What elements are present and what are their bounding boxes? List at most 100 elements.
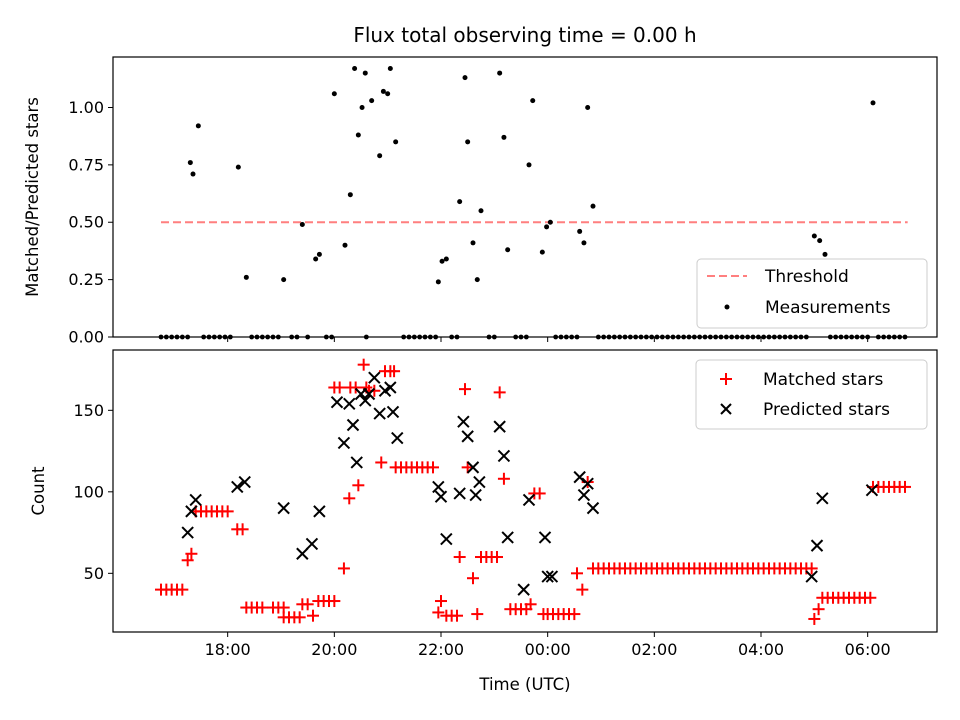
top-chart-title: Flux total observing time = 0.00 h: [353, 23, 696, 47]
matched-star-point: [451, 609, 463, 622]
predicted-star-point: [493, 420, 506, 433]
measurement-point: [501, 134, 507, 140]
measurement-point: [299, 222, 305, 228]
predicted-star-point: [189, 493, 202, 507]
matched-star-point: [181, 554, 194, 567]
matched-star-point: [357, 358, 370, 371]
legend-measurements-marker: [724, 304, 730, 310]
measurement-point: [439, 258, 445, 264]
predicted-star-point: [497, 449, 511, 463]
predicted-star-point: [330, 395, 344, 409]
predicted-star-point: [457, 415, 470, 428]
legend-matched-label: Matched stars: [763, 370, 883, 390]
measurement-point: [342, 242, 348, 248]
predicted-star-point: [343, 397, 356, 410]
predicted-star-point: [313, 505, 326, 518]
measurements-layer: [187, 65, 876, 285]
measurement-point: [526, 162, 532, 168]
predicted-star-point: [466, 461, 480, 474]
matched-star-point: [568, 608, 581, 621]
matched-star-point: [864, 591, 877, 604]
x-tick-label: 02:00: [631, 640, 677, 659]
measurement-point: [585, 104, 591, 110]
measurement-point: [347, 192, 353, 198]
matched-star-point: [256, 601, 269, 614]
bottom-legend: Matched stars Predicted stars: [695, 359, 928, 430]
measurement-point: [470, 240, 476, 246]
predicted-star-point: [391, 431, 404, 445]
predicted-star-point: [384, 381, 397, 394]
matched-star-point: [571, 567, 583, 580]
measurement-point: [316, 251, 322, 257]
predicted-star-point: [816, 492, 829, 505]
predicted-star-point: [434, 490, 448, 503]
matched-star-point: [185, 547, 198, 560]
matched-star-point: [427, 461, 439, 474]
matched-star-point: [368, 384, 381, 397]
measurement-point: [187, 160, 193, 166]
bottom-y-axis-label: Count: [29, 466, 48, 516]
predicted-star-point: [541, 570, 554, 583]
predicted-star-point: [581, 477, 594, 490]
predicted-star-point: [305, 537, 319, 551]
matched-star-point: [352, 479, 365, 492]
x-tick-label: 06:00: [845, 640, 891, 659]
top-legend: Threshold Measurements: [696, 258, 928, 329]
measurement-point: [505, 247, 511, 253]
measurement-point: [380, 88, 386, 94]
legend-measurements-label: Measurements: [765, 298, 891, 318]
matched-star-point: [375, 456, 388, 469]
predicted-star-point: [805, 570, 818, 583]
top-axes-frame: [112, 56, 938, 338]
top-legend-box: [696, 258, 928, 329]
measurement-point: [190, 171, 196, 177]
matched-star-point: [459, 383, 471, 396]
measurement-point: [355, 132, 361, 138]
zero-measurements-layer: [158, 334, 908, 340]
y-tick-label: 0.25: [68, 270, 104, 289]
x-tick-label: 04:00: [738, 640, 784, 659]
x-tick-label: 20:00: [311, 640, 357, 659]
matched-star-point: [493, 386, 506, 399]
measurement-point: [478, 208, 484, 214]
measurement-point: [443, 256, 449, 262]
matched-star-point: [221, 505, 234, 518]
measurement-point: [369, 98, 375, 104]
measurement-point: [385, 91, 391, 97]
predicted-stars-layer: [181, 371, 879, 596]
measurement-point: [352, 65, 358, 71]
predicted-star-point: [432, 480, 445, 494]
measurement-point: [359, 104, 365, 110]
predicted-star-point: [346, 418, 360, 432]
measurement-point: [243, 274, 249, 280]
measurement-point: [313, 256, 319, 262]
legend-predicted-marker: [720, 403, 732, 415]
measurement-point: [544, 224, 550, 230]
bottom-y-ticks: 50 100 150: [73, 401, 113, 583]
predicted-star-point: [501, 531, 514, 544]
matched-star-point: [524, 598, 537, 611]
measurement-point: [581, 240, 587, 246]
top-y-axis-label: Matched/Predicted stars: [23, 97, 42, 297]
predicted-star-point: [277, 501, 290, 515]
measurement-point: [817, 238, 823, 244]
matched-star-point: [812, 603, 825, 616]
matched-star-point: [388, 365, 401, 378]
measurement-point: [474, 277, 480, 283]
predicted-star-point: [350, 456, 363, 469]
measurement-point: [530, 98, 536, 104]
predicted-star-point: [386, 405, 400, 419]
predicted-star-point: [368, 371, 381, 384]
matched-star-point: [236, 523, 249, 536]
measurement-point: [811, 233, 817, 239]
measurement-point: [377, 153, 383, 159]
measurement-point: [577, 228, 583, 234]
predicted-star-point: [362, 387, 376, 401]
measurement-point: [822, 251, 828, 257]
measurement-point: [387, 65, 393, 71]
measurement-point: [393, 139, 399, 145]
predicted-star-point: [461, 430, 474, 443]
measurement-point: [331, 91, 337, 97]
legend-predicted-label: Predicted stars: [763, 400, 890, 420]
